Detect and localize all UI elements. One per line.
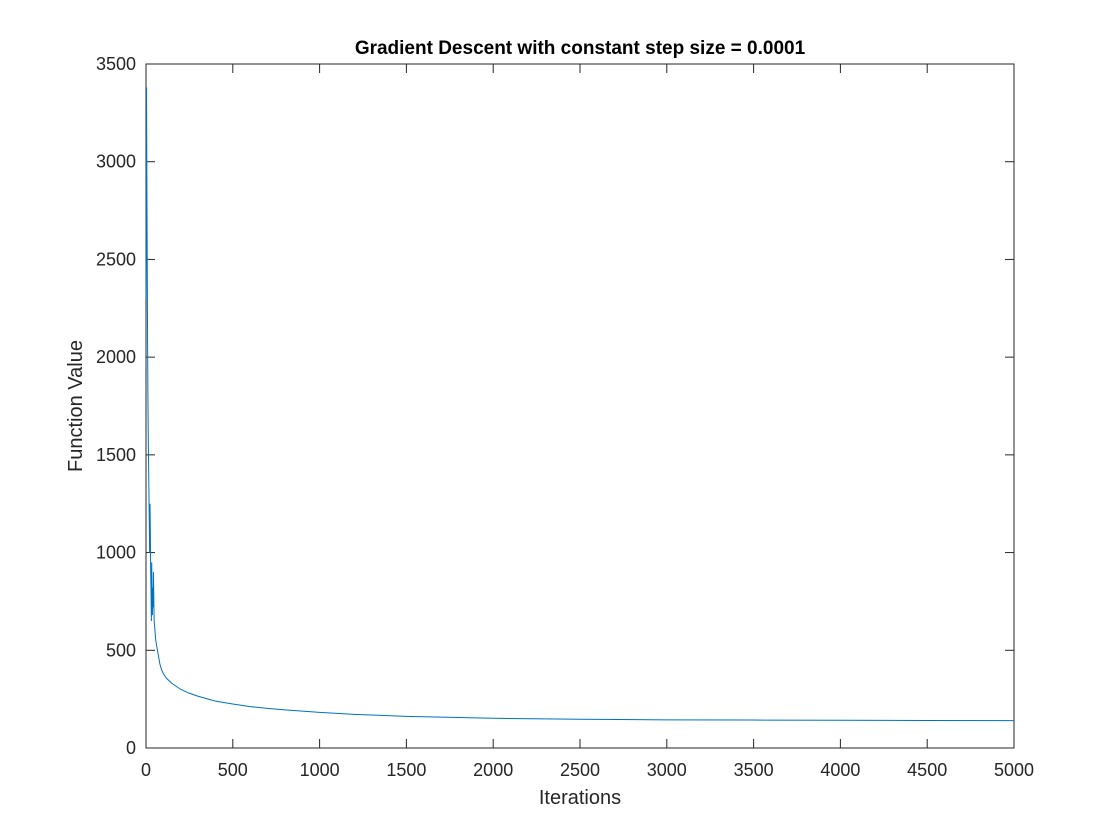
series-line (145, 87, 1015, 722)
y-tick-label: 3500 (96, 54, 136, 74)
x-axis-ticks: 0 500 1000 1500 2000 2500 3000 3500 4000 4500 5000 (141, 64, 1034, 780)
x-tick-label: 500 (218, 760, 248, 780)
x-tick-label: 1500 (386, 760, 426, 780)
y-tick-label: 3000 (96, 152, 136, 172)
x-tick-label: 4000 (820, 760, 860, 780)
x-axis-label: Iterations (539, 787, 621, 809)
y-tick-label: 2500 (96, 249, 136, 269)
x-tick-label: 1000 (300, 760, 340, 780)
x-tick-label: 2500 (560, 760, 600, 780)
y-axis-label: Function Value (65, 340, 87, 472)
y-tick-label: 0 (126, 738, 136, 758)
x-tick-label: 2000 (473, 760, 513, 780)
y-tick-label: 1500 (96, 445, 136, 465)
chart-title: Gradient Descent with constant step size… (355, 38, 806, 59)
x-tick-label: 3000 (647, 760, 687, 780)
x-tick-label: 4500 (907, 760, 947, 780)
x-tick-label: 3500 (734, 760, 774, 780)
y-tick-label: 500 (106, 640, 136, 660)
plot-area: 0 500 1000 1500 2000 2500 3000 3500 4000 4500 5000… (96, 54, 1034, 780)
y-axis-ticks: 0 500 1000 1500 2000 2500 3000 3500 (96, 54, 1014, 758)
x-tick-label: 5000 (994, 760, 1034, 780)
y-tick-label: 2000 (96, 347, 136, 367)
y-tick-label: 1000 (96, 543, 136, 563)
x-tick-label: 0 (141, 760, 151, 780)
